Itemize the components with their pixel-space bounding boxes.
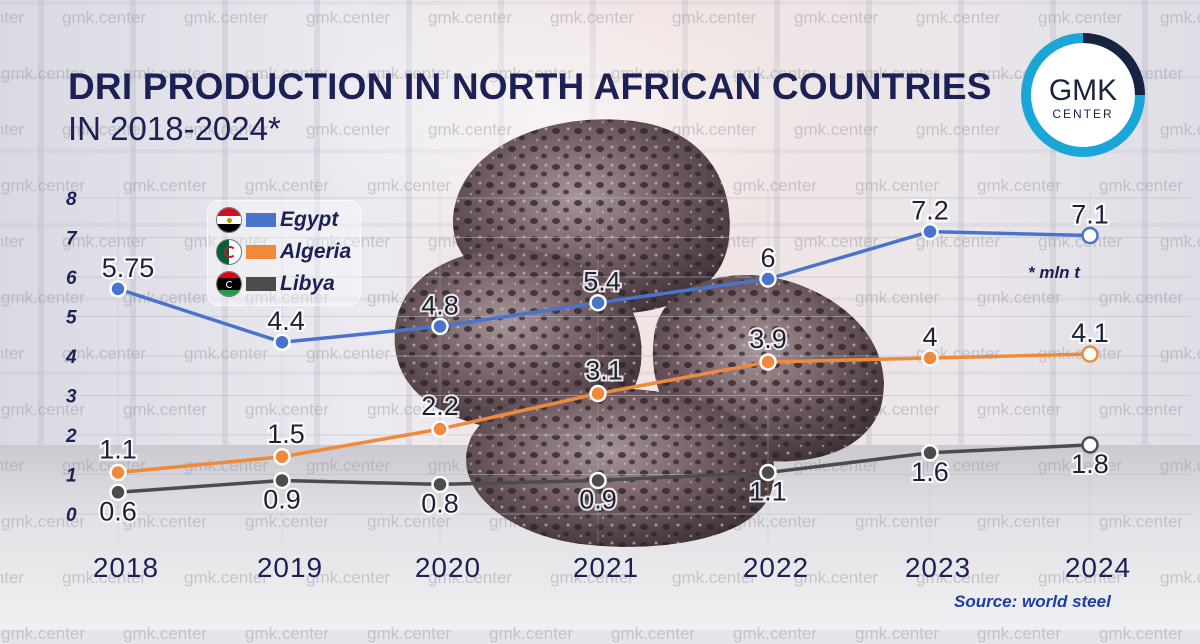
legend-label-algeria: Algeria: [280, 240, 352, 263]
data-label-libya: 1.8: [1071, 449, 1109, 479]
data-point-egypt: [589, 293, 607, 312]
data-point-algeria: [589, 384, 607, 403]
chart-legend: Egypt Algeria Libya: [207, 200, 361, 306]
y-tick-label: 4: [65, 347, 77, 368]
line-chart: 0 1 2 3 4 5 6 7 8 2018 2019 2020 2021 2022 2023 2024 5…: [62, 189, 1190, 583]
data-point-libya: [273, 471, 291, 490]
data-point-algeria: [921, 349, 939, 367]
data-point-libya: [109, 483, 127, 502]
data-label-egypt: 5.75: [102, 253, 155, 283]
data-point-egypt: [1081, 226, 1099, 245]
logo-subtitle: CENTER: [1052, 107, 1113, 121]
legend-swatch-egypt: [246, 213, 276, 227]
legend-item-libya: Libya: [216, 271, 358, 297]
libya-flag-icon: [216, 271, 242, 297]
algeria-flag-icon: [216, 239, 242, 265]
data-point-algeria: [1081, 345, 1099, 363]
data-labels: 5.75 4.4 4.8 5.4 6 7.2 7.1 1.1 1.5 2.2 3.1 3.9 4 4.1 0…: [97, 194, 1111, 529]
data-point-libya: [1081, 436, 1099, 454]
x-tick-label: 2021: [573, 552, 639, 583]
pellet-bottom: [466, 388, 775, 547]
series-layer: [109, 222, 1099, 502]
egypt-flag-icon: [216, 207, 242, 233]
data-point-libya: [921, 444, 939, 462]
y-tick-label: 2: [65, 426, 77, 447]
x-tick-label: 2020: [415, 552, 481, 583]
y-tick-label: 0: [66, 505, 77, 526]
data-label-libya: 1.6: [911, 457, 949, 487]
data-label-egypt: 4.4: [267, 306, 305, 336]
x-tick-label: 2018: [93, 552, 159, 583]
x-tick-label: 2019: [257, 552, 323, 583]
data-label-algeria: 2.2: [421, 391, 459, 421]
data-point-egypt: [109, 280, 127, 298]
y-tick-label: 7: [66, 229, 78, 250]
x-tick-label: 2023: [905, 552, 971, 583]
unit-note: * mln t: [1028, 263, 1080, 282]
x-tick-label: 2024: [1065, 552, 1131, 583]
data-label-algeria: 3.1: [585, 356, 623, 386]
legend-item-algeria: Algeria: [216, 239, 358, 265]
data-label-libya: 0.6: [99, 496, 137, 526]
x-tick-label: 2022: [743, 552, 809, 583]
chart-title-line-2: IN 2018-2024*: [68, 110, 281, 147]
y-tick-label: 1: [66, 466, 77, 487]
data-point-libya: [431, 475, 449, 494]
y-tick-label: 8: [66, 189, 77, 210]
gmk-center-logo: GMK CENTER: [1021, 33, 1145, 157]
data-label-libya: 0.9: [263, 484, 301, 514]
source-note: Source: world steel: [954, 592, 1111, 611]
legend-label-libya: Libya: [280, 272, 335, 295]
data-label-algeria: 4.1: [1071, 318, 1109, 348]
x-axis-ticks: 2018 2019 2020 2021 2022 2023 2024: [93, 552, 1131, 583]
data-label-algeria: 1.1: [99, 435, 137, 465]
data-label-libya: 0.9: [579, 484, 617, 514]
data-point-libya: [759, 463, 777, 482]
data-point-egypt: [759, 270, 777, 288]
data-point-algeria: [431, 420, 449, 438]
data-point-egypt: [921, 222, 939, 241]
legend-swatch-algeria: [246, 245, 276, 259]
y-tick-label: 5: [66, 308, 77, 329]
y-axis-ticks: 0 1 2 3 4 5 6 7 8: [65, 189, 78, 526]
y-tick-label: 6: [66, 268, 77, 289]
data-label-algeria: 4: [922, 322, 937, 352]
data-label-egypt: 7.1: [1071, 200, 1109, 230]
chart-title-line-1: DRI PRODUCTION IN NORTH AFRICAN COUNTRIE…: [68, 66, 992, 107]
data-label-egypt: 5.4: [583, 267, 621, 297]
data-point-algeria: [273, 448, 291, 466]
data-label-algeria: 3.9: [749, 324, 787, 354]
data-point-egypt: [431, 317, 449, 336]
data-label-egypt: 6: [760, 243, 775, 273]
data-point-algeria: [759, 353, 777, 371]
legend-item-egypt: Egypt: [216, 207, 358, 233]
data-label-egypt: 4.8: [421, 290, 459, 320]
legend-label-egypt: Egypt: [280, 208, 339, 231]
data-label-libya: 0.8: [421, 488, 459, 518]
legend-swatch-libya: [246, 277, 276, 291]
data-label-egypt: 7.2: [911, 196, 949, 226]
y-tick-label: 3: [66, 387, 77, 408]
data-point-libya: [589, 471, 607, 490]
data-label-libya: 1.1: [749, 477, 787, 507]
data-point-egypt: [273, 333, 291, 351]
grid-lines: [62, 190, 1190, 545]
logo-name: GMK: [1049, 74, 1117, 107]
data-point-algeria: [109, 463, 127, 482]
pellet-left: [394, 249, 642, 433]
data-label-algeria: 1.5: [267, 419, 305, 449]
